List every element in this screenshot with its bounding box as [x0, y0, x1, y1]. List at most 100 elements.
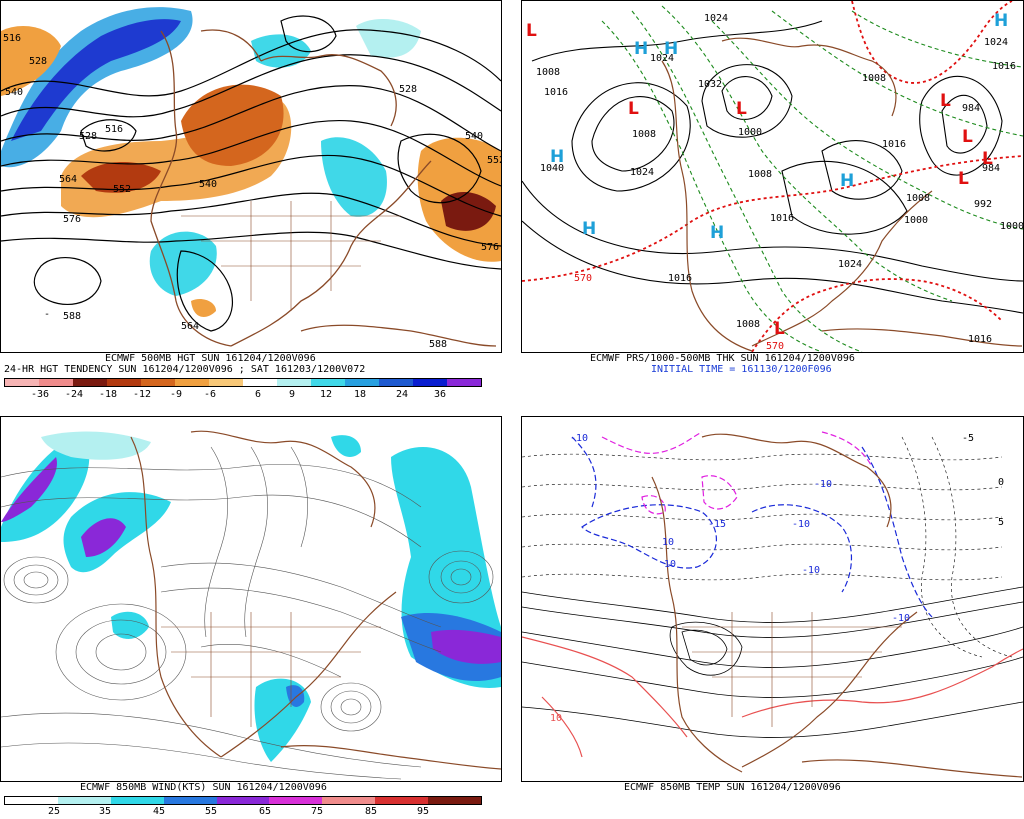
isobar-label: 1024 [630, 167, 655, 178]
colorbar-tick: -6 [203, 389, 217, 400]
high-pressure-center: H [710, 223, 725, 243]
isotherms-cold [571, 436, 933, 618]
isotherm-label: -10 [792, 519, 811, 530]
low-pressure-center: L [736, 99, 747, 119]
contour-label: 564 [181, 321, 200, 332]
isotherm-label: -10 [814, 479, 833, 490]
shade-negative-south [149, 231, 217, 296]
high-pressure-center: H [664, 39, 679, 59]
caption-500mb-line1: ECMWF 500MB HGT SUN 161204/1200V096 [105, 353, 316, 364]
colorbar-swatch [216, 797, 270, 804]
low-pressure-center: L [526, 21, 537, 41]
isobar-label: 992 [974, 199, 993, 210]
colorbar-height-tendency [4, 378, 482, 387]
colorbar-tick: 18 [353, 389, 367, 400]
map-pressure-thickness [522, 1, 1023, 352]
coastlines [651, 433, 1023, 778]
isobar-label: 1024 [704, 13, 729, 24]
colorbar-swatch [277, 379, 311, 386]
isotherm-label: 10 [662, 537, 675, 548]
colorbar-swatch [243, 379, 277, 386]
contour-label: 540 [465, 131, 484, 142]
colorbar-swatch [345, 379, 379, 386]
shade-negative-strong [11, 19, 181, 141]
colorbar-ticks-wind-speed: 25 35 45 55 65 75 85 95 [4, 806, 480, 818]
colorbar-swatch [311, 379, 345, 386]
high-pressure-center: H [550, 147, 565, 167]
colorbar-tick: 35 [98, 806, 112, 817]
colorbar-tick: 85 [364, 806, 378, 817]
map-500mb-height [1, 7, 501, 347]
colorbar-swatch [375, 797, 429, 804]
high-pressure-center: H [634, 39, 649, 59]
colorbar-swatch [5, 379, 39, 386]
colorbar-swatch [447, 379, 481, 386]
isobar-label: 1000 [738, 127, 763, 138]
contour-label: 588 [63, 311, 82, 322]
coastlines [130, 430, 501, 770]
panel-pressure-thickness: H H H H H H H L L L L L L L L 1024 1008 … [521, 0, 1024, 353]
isobar-label: 1016 [770, 213, 795, 224]
colorbar-swatch [39, 379, 73, 386]
colorbar-swatch [141, 379, 175, 386]
contour-label: 528 [399, 84, 418, 95]
contour-label: 576 [63, 214, 82, 225]
shade-wind-north [41, 431, 151, 460]
isotherm-label: 10 [550, 713, 563, 724]
caption-500mb-line2: 24-HR HGT TENDENCY SUN 161204/1200V096 ;… [4, 364, 366, 375]
colorbar-tick: 6 [254, 389, 262, 400]
contour-label: 564 [59, 174, 78, 185]
isobar-label: 1016 [544, 87, 569, 98]
high-pressure-center: H [582, 219, 597, 239]
shade-positive-east-core [441, 191, 496, 231]
contour-label: 528 [29, 56, 48, 67]
contour-label: 516 [3, 33, 22, 44]
isobars [522, 20, 1023, 314]
shade-positive-central [181, 84, 284, 166]
shade-negative-ne [356, 19, 421, 58]
low-pressure-center: L [958, 169, 969, 189]
caption-850mb-wind: ECMWF 850MB WIND(KTS) SUN 161204/1200V09… [80, 782, 327, 793]
isobar-label: 984 [962, 103, 981, 114]
isobar-label: 1016 [668, 273, 693, 284]
isotherm-label: 0 [998, 477, 1005, 488]
isotherm-label: -10 [892, 613, 911, 624]
map-850mb-temp [522, 431, 1023, 778]
colorbar-tick: 36 [433, 389, 447, 400]
isotherm-label: -5 [962, 433, 975, 444]
shade-wind-mid [111, 611, 149, 639]
colorbar-tick: 45 [152, 806, 166, 817]
isotherms-dashed [522, 436, 1013, 658]
colorbar-swatch [209, 379, 243, 386]
high-pressure-center: H [994, 11, 1009, 31]
isotherms-very-cold [601, 431, 873, 515]
coastlines [150, 29, 497, 347]
isotherm-label: -10 [570, 433, 589, 444]
colorbar-swatch [175, 379, 209, 386]
colorbar-tick: 9 [288, 389, 296, 400]
colorbar-tick: 12 [319, 389, 333, 400]
colorbar-swatch [107, 379, 141, 386]
low-pressure-center: L [962, 127, 973, 147]
streamlines [1, 446, 494, 780]
isobar-label: 1040 [540, 163, 565, 174]
thickness-570 [522, 1, 1023, 352]
contour-label: 588 [429, 339, 448, 350]
isobar-label: 1016 [968, 334, 993, 345]
colorbar-tick: -9 [169, 389, 183, 400]
state-borders [181, 201, 401, 311]
caption-pressure-line1: ECMWF PRS/1000-500MB THK SUN 161204/1200… [590, 353, 855, 364]
isotherm-label: 5 [998, 517, 1005, 528]
colorbar-tick: 65 [258, 806, 272, 817]
colorbar-tick: 55 [204, 806, 218, 817]
coastlines [661, 37, 1023, 352]
thickness-label: 570 [574, 273, 593, 284]
colorbar-tick: -24 [64, 389, 84, 400]
colorbar-wind-speed [4, 796, 482, 805]
contour-label: 516 [105, 124, 124, 135]
isotherm-label: -10 [802, 565, 821, 576]
isobar-label: 1000 [904, 215, 929, 226]
isobar-label: 1008 [736, 319, 761, 330]
contour-label: 576 [481, 242, 500, 253]
colorbar-swatch [428, 797, 482, 804]
